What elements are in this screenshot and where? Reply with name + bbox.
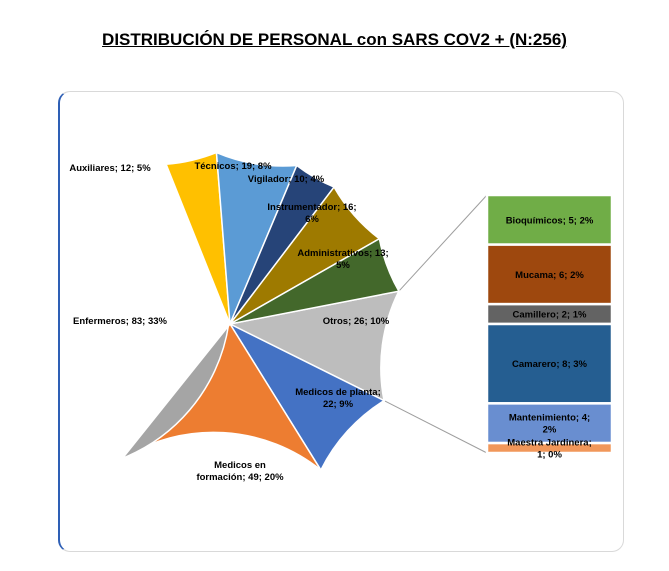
data-label-mucama: Mucama; 6; 2% bbox=[515, 270, 584, 281]
chart-area bbox=[58, 91, 624, 552]
data-label-maestra-jardinera: Maestra Jardinera; 1; 0% bbox=[507, 438, 591, 461]
data-label-camarero: Camarero; 8; 3% bbox=[512, 359, 588, 370]
pie-slice-medicos-de-planta bbox=[227, 322, 386, 472]
connector-line-bottom bbox=[383, 400, 488, 454]
pie-slice-administrativos bbox=[229, 237, 401, 325]
data-label-mantenimiento: Mantenimiento; 4; 2% bbox=[509, 413, 590, 436]
pie-slice-otros bbox=[227, 290, 401, 402]
data-label-auxiliares: Auxiliares; 12; 5% bbox=[69, 163, 151, 174]
data-label-instrumentador: Instrumentador; 16; 6% bbox=[267, 202, 356, 225]
bar-segment-camarero bbox=[485, 322, 614, 405]
data-label-medicos-de-planta: Medicos de planta; 22; 9% bbox=[295, 387, 381, 410]
bar-segment-maestra-jardinera bbox=[485, 441, 614, 455]
chart-title: DISTRIBUCIÓN DE PERSONAL con SARS COV2 +… bbox=[102, 30, 567, 49]
data-label-tecnicos: Técnicos; 19; 8% bbox=[194, 161, 272, 172]
data-label-enfermeros: Enfermeros; 83; 33% bbox=[73, 316, 168, 327]
data-label-vigilador: Vigilador; 10; 4% bbox=[248, 174, 325, 185]
data-label-medicos-en-formacion: Medicos en formación; 49; 20% bbox=[196, 460, 284, 483]
connector-line-top bbox=[398, 194, 488, 292]
data-label-camillero: Camillero; 2; 1% bbox=[513, 310, 587, 321]
data-label-administrativos: Administrativos; 13; 5% bbox=[297, 248, 388, 271]
bar-segment-bioquimicos bbox=[485, 193, 614, 246]
bar-segment-mantenimiento bbox=[485, 402, 614, 445]
data-label-bioquimicos: Bioquímicos; 5; 2% bbox=[506, 215, 594, 226]
data-label-otros: Otros; 26; 10% bbox=[323, 316, 390, 327]
bar-segment-mucama bbox=[485, 243, 614, 306]
